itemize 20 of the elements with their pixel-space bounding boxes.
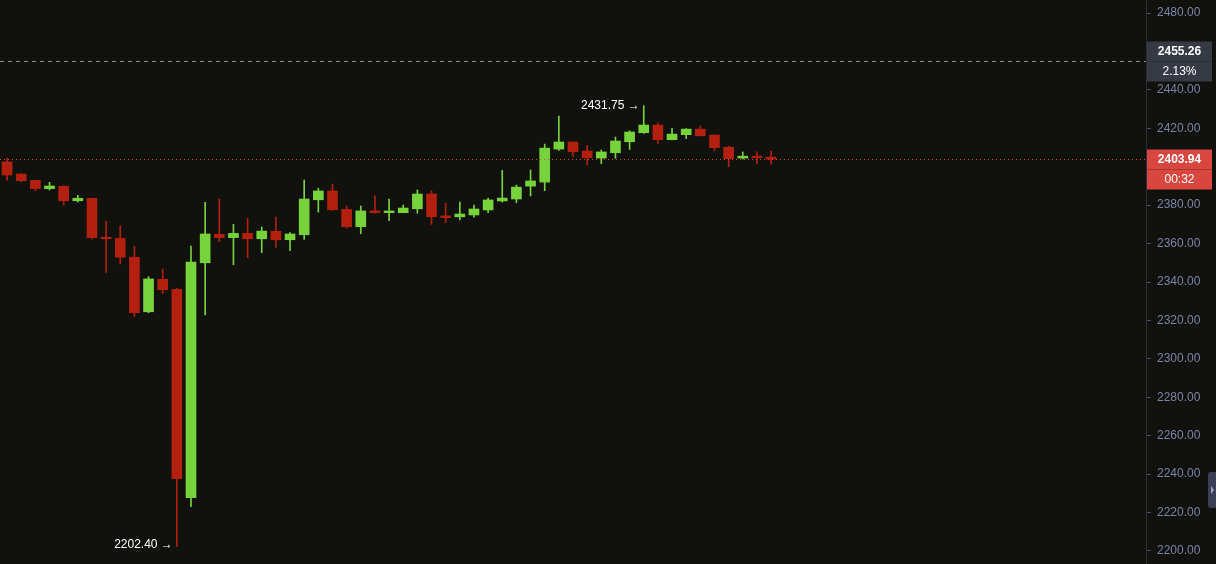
text: 00:32	[1164, 171, 1195, 186]
y-tick-label: 2300.00	[1157, 351, 1201, 366]
y-tick-label: 2380.00	[1157, 197, 1201, 212]
y-tick-label: 2320.00	[1157, 312, 1201, 327]
ref-line-label: 2455.26	[1157, 43, 1202, 58]
y-tick-label: 2340.00	[1157, 274, 1201, 289]
y-tick-label: 2360.00	[1157, 235, 1201, 250]
y-tick-label: 2240.00	[1157, 466, 1201, 481]
text: 2.13%	[1162, 63, 1197, 78]
y-tick-label: 2280.00	[1157, 389, 1201, 404]
candlestick	[213, 198, 225, 242]
annotation: 2202.40 →	[114, 536, 173, 551]
y-tick-label: 2440.00	[1157, 82, 1201, 97]
y-tick-label: 2420.00	[1157, 120, 1201, 135]
y-tick-label: 2260.00	[1157, 427, 1201, 442]
y-tick-label: 2480.00	[1157, 5, 1201, 20]
y-tick-label: 2200.00	[1157, 543, 1201, 558]
annotation: 2431.75 →	[581, 98, 640, 113]
ref-line-label: 2403.94	[1157, 151, 1202, 166]
y-tick-label: 2220.00	[1157, 504, 1201, 519]
